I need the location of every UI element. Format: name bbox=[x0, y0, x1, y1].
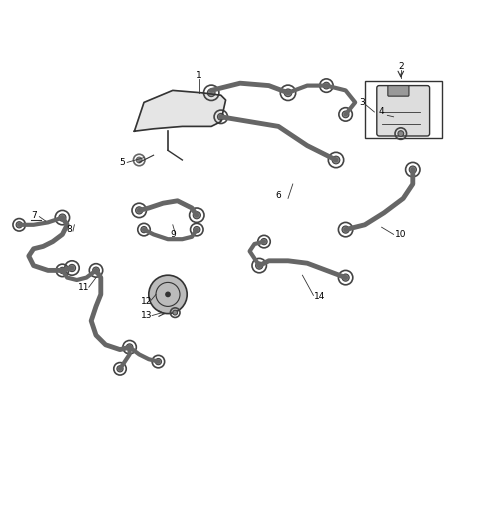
Text: 10: 10 bbox=[395, 230, 407, 239]
Text: 4: 4 bbox=[379, 108, 384, 117]
Text: 7: 7 bbox=[32, 211, 37, 220]
Bar bbox=[365, 81, 442, 138]
Circle shape bbox=[207, 89, 215, 97]
Circle shape bbox=[217, 114, 224, 120]
Circle shape bbox=[261, 239, 267, 245]
Circle shape bbox=[342, 226, 349, 233]
Text: 9: 9 bbox=[170, 230, 176, 239]
Circle shape bbox=[149, 275, 187, 313]
Text: 3: 3 bbox=[360, 98, 365, 107]
Circle shape bbox=[193, 211, 200, 219]
Text: 2: 2 bbox=[398, 62, 404, 71]
Circle shape bbox=[173, 310, 178, 315]
Circle shape bbox=[136, 157, 142, 163]
Circle shape bbox=[323, 82, 330, 89]
Circle shape bbox=[126, 344, 133, 351]
Text: 11: 11 bbox=[78, 283, 90, 292]
Circle shape bbox=[193, 226, 200, 233]
Text: 1: 1 bbox=[196, 72, 202, 80]
Circle shape bbox=[256, 262, 263, 269]
Text: 8: 8 bbox=[67, 225, 72, 234]
Circle shape bbox=[342, 111, 349, 118]
Circle shape bbox=[398, 131, 404, 137]
Polygon shape bbox=[134, 91, 226, 131]
Text: 13: 13 bbox=[141, 311, 152, 321]
Circle shape bbox=[60, 267, 65, 273]
Circle shape bbox=[117, 366, 123, 372]
Text: 12: 12 bbox=[141, 297, 152, 306]
Circle shape bbox=[409, 166, 417, 173]
Circle shape bbox=[16, 222, 22, 228]
Circle shape bbox=[69, 264, 75, 271]
Text: 6: 6 bbox=[276, 191, 281, 201]
Circle shape bbox=[135, 207, 143, 214]
FancyBboxPatch shape bbox=[388, 86, 409, 96]
Circle shape bbox=[342, 274, 349, 281]
Circle shape bbox=[141, 226, 147, 233]
Circle shape bbox=[165, 291, 171, 297]
Text: 5: 5 bbox=[120, 158, 125, 167]
Circle shape bbox=[59, 214, 66, 221]
Circle shape bbox=[284, 89, 292, 97]
Circle shape bbox=[155, 358, 161, 365]
FancyBboxPatch shape bbox=[377, 86, 430, 136]
Text: 14: 14 bbox=[313, 292, 325, 301]
Circle shape bbox=[332, 156, 340, 164]
Circle shape bbox=[93, 267, 99, 274]
